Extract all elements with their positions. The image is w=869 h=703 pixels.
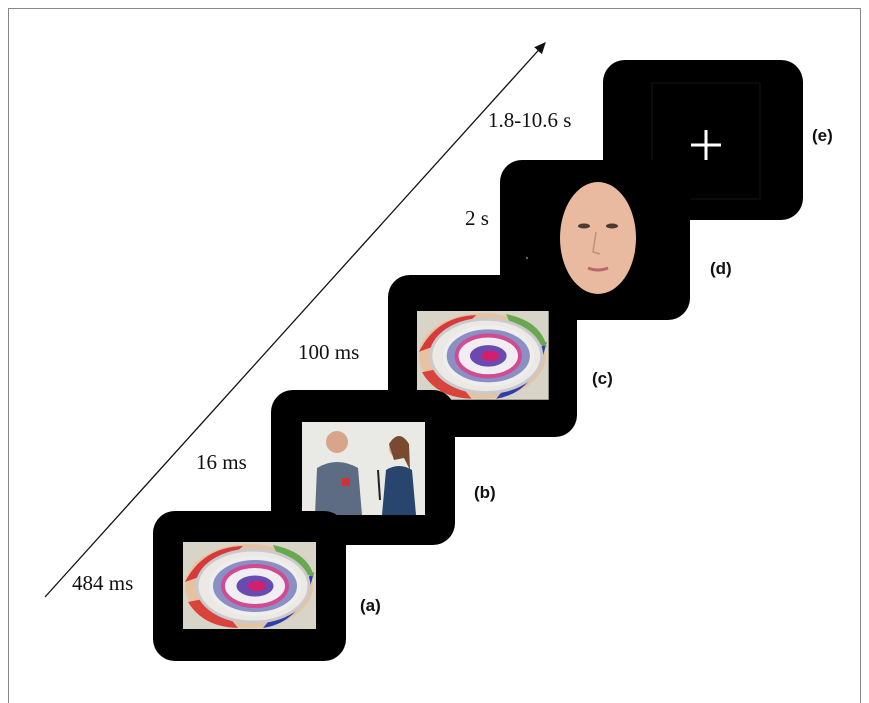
frame-label: (c) [592, 369, 613, 388]
duration: 2 s [465, 206, 489, 230]
border [8, 8, 861, 703]
duration: 16 ms [196, 450, 247, 474]
duration: 484 ms [72, 571, 133, 595]
duration: 1.8-10.6 s [488, 108, 571, 132]
frame-label: (b) [474, 483, 496, 502]
frame-a [153, 511, 346, 661]
frame-label: (d) [710, 259, 732, 278]
duration: 100 ms [298, 340, 359, 364]
frame-b [271, 390, 455, 545]
frame-label: (e) [812, 126, 833, 145]
frame-label: (a) [360, 596, 381, 615]
time-arrow [44, 42, 546, 598]
